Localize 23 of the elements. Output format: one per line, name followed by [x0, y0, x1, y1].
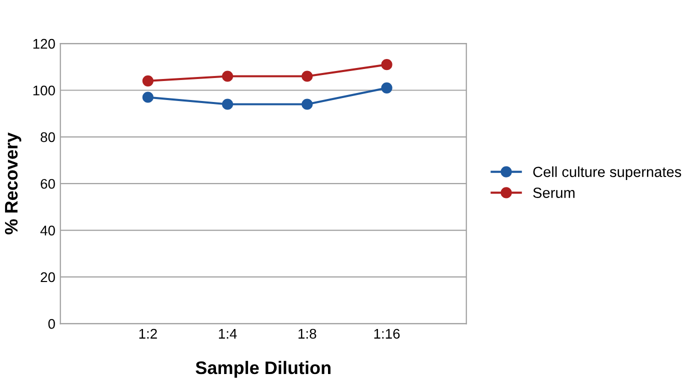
y-tick-label: 100: [33, 86, 55, 96]
y-axis-title: % Recovery: [4, 132, 22, 234]
y-tick-label: 120: [33, 38, 55, 49]
x-tick-label: 1:16: [374, 328, 400, 339]
y-tick-label: 0: [48, 318, 55, 329]
x-axis-title: Sample Dilution: [196, 360, 330, 378]
x-tick-label: 1:4: [218, 329, 237, 339]
y-tick-label: 60: [40, 178, 55, 189]
point: [381, 59, 392, 70]
x-tick-label: 1:8: [298, 328, 316, 339]
point: [381, 82, 392, 94]
point: [222, 70, 234, 82]
y-tick-label: 80: [40, 132, 55, 142]
y-tick-label: 40: [40, 226, 55, 236]
y-tick-label: 20: [40, 272, 55, 282]
point: [142, 92, 154, 103]
point: [142, 75, 154, 86]
point: [302, 98, 313, 110]
legend-label: Cell culture supernates: [533, 166, 682, 180]
x-tick-label: 1:2: [139, 328, 157, 339]
legend-label: Serum: [533, 188, 574, 198]
point: [222, 98, 234, 110]
point: [302, 70, 313, 82]
